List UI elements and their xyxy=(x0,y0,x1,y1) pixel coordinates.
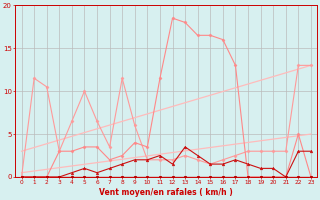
X-axis label: Vent moyen/en rafales ( km/h ): Vent moyen/en rafales ( km/h ) xyxy=(100,188,233,197)
